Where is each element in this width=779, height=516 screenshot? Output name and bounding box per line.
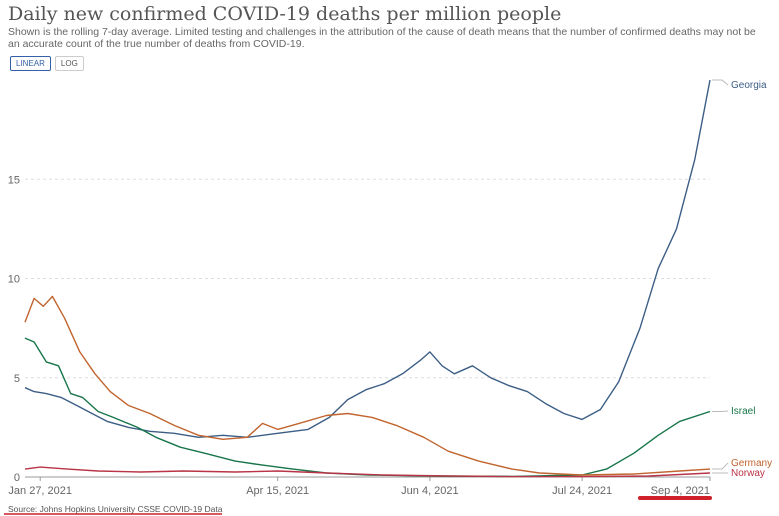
- y-tick-label: 0: [14, 472, 20, 484]
- x-tick-label: Sep 4, 2021: [651, 485, 710, 497]
- series-label-connector: [712, 462, 729, 470]
- linear-scale-button[interactable]: LINEAR: [10, 56, 51, 71]
- x-tick-label: Jun 4, 2021: [401, 485, 459, 497]
- log-scale-button[interactable]: LOG: [54, 56, 84, 71]
- series-line-georgia: [24, 79, 711, 438]
- x-tick-label: Jan 27, 2021: [8, 485, 72, 497]
- x-tick-label: Apr 15, 2021: [246, 485, 309, 497]
- chart-title: Daily new confirmed COVID-19 deaths per …: [8, 3, 562, 25]
- series-label: Germany: [731, 458, 772, 469]
- series-label-connector: [712, 79, 729, 86]
- x-tick-label: Jul 24, 2021: [552, 485, 612, 497]
- series-label: Norway: [731, 468, 765, 479]
- y-tick-label: 15: [8, 174, 20, 186]
- chart-subtitle: Shown is the rolling 7-day average. Limi…: [8, 26, 756, 50]
- y-tick-label: 5: [14, 373, 20, 385]
- series-line-israel: [24, 337, 711, 478]
- series-label: Georgia: [731, 80, 767, 91]
- series-line-germany: [24, 295, 711, 476]
- source-note: Source: Johns Hopkins University CSSE CO…: [8, 504, 223, 514]
- series-line-norway: [24, 466, 711, 478]
- series-label: Israel: [731, 406, 755, 417]
- scale-toggle: LINEAR LOG: [10, 56, 84, 71]
- y-tick-label: 10: [8, 274, 20, 286]
